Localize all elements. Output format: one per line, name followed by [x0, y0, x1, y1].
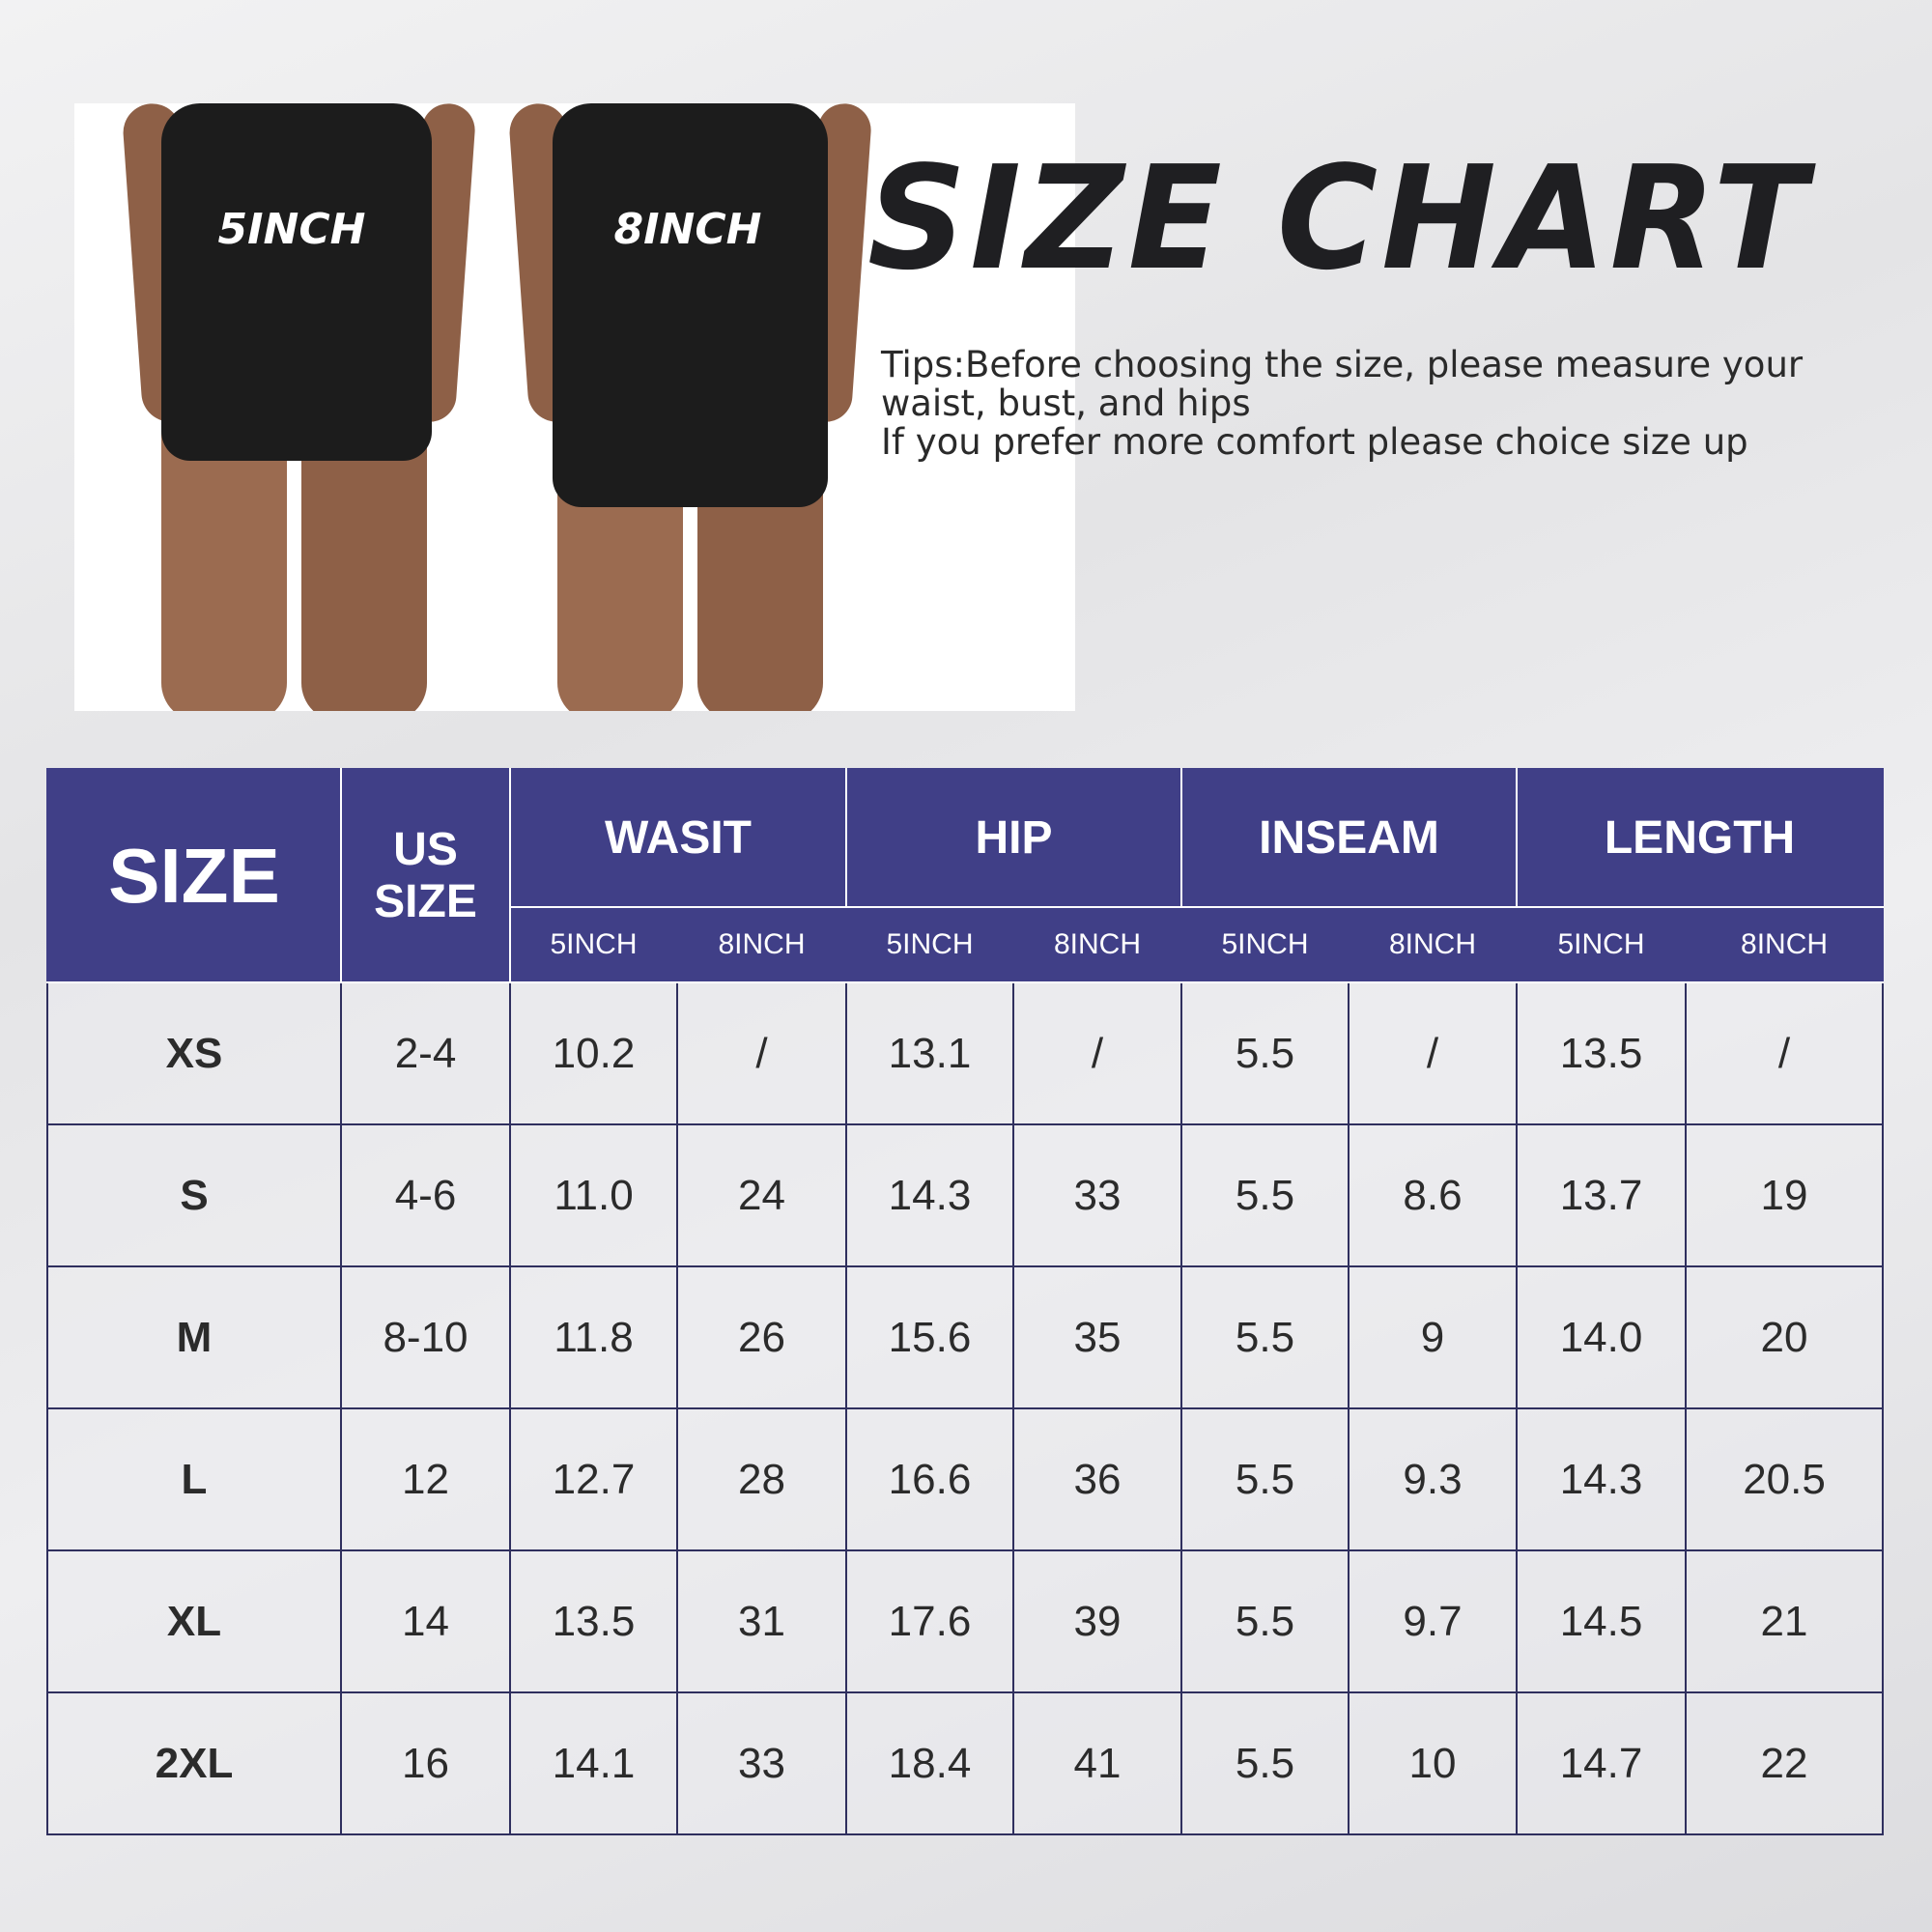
sub-header-5inch: 5INCH	[1180, 906, 1350, 983]
length-label-5inch: 5INCH	[217, 205, 366, 254]
table-cell: /	[1348, 981, 1519, 1125]
table-cell: 13.5	[1516, 981, 1688, 1125]
sub-header-8inch: 8INCH	[1685, 906, 1885, 983]
table-cell: 8-10	[340, 1265, 511, 1409]
table-cell: 13.7	[1516, 1123, 1688, 1267]
size-cell: XL	[46, 1549, 342, 1693]
table-cell: 41	[1011, 1691, 1183, 1835]
sub-header-5inch: 5INCH	[509, 906, 678, 983]
table-cell: 12.7	[509, 1407, 678, 1551]
table-cell: 9.3	[1348, 1407, 1519, 1551]
hip-header: HIP	[844, 768, 1183, 908]
us-size-header: US SIZE	[340, 768, 511, 983]
table-cell: 31	[676, 1549, 847, 1693]
length-header: LENGTH	[1516, 768, 1885, 908]
table-cell: 14.7	[1516, 1691, 1688, 1835]
table-cell: 5.5	[1180, 981, 1350, 1125]
size-cell: L	[46, 1407, 342, 1551]
table-row: 2XL 16 14.1 33 18.4 41 5.5 10 14.7 22	[46, 1691, 1885, 1835]
table-row: S 4-6 11.0 24 14.3 33 5.5 8.6 13.7 19	[46, 1123, 1885, 1267]
sub-header-5inch: 5INCH	[845, 906, 1014, 983]
tips-text: Tips:Before choosing the size, please me…	[881, 346, 1905, 462]
inseam-header: INSEAM	[1180, 768, 1519, 908]
table-cell: 33	[676, 1691, 847, 1835]
table-cell: 39	[1011, 1549, 1183, 1693]
table-cell: 10.2	[509, 981, 678, 1125]
size-header: SIZE	[46, 768, 342, 983]
table-cell: 19	[1685, 1123, 1885, 1267]
sub-header-8inch: 8INCH	[676, 906, 847, 983]
table-cell: 14.0	[1516, 1265, 1688, 1409]
table-cell: 5.5	[1180, 1265, 1350, 1409]
table-cell: /	[1685, 981, 1885, 1125]
table-cell: 14.1	[509, 1691, 678, 1835]
table-cell: 16.6	[845, 1407, 1014, 1551]
table-cell: 18.4	[845, 1691, 1014, 1835]
table-cell: 15.6	[845, 1265, 1014, 1409]
table-cell: 13.5	[509, 1549, 678, 1693]
table-cell: 36	[1011, 1407, 1183, 1551]
sub-header-8inch: 8INCH	[1348, 906, 1519, 983]
size-cell: S	[46, 1123, 342, 1267]
waist-header: WASIT	[509, 768, 847, 908]
table-cell: 17.6	[845, 1549, 1014, 1693]
table-cell: 5.5	[1180, 1549, 1350, 1693]
table-cell: /	[676, 981, 847, 1125]
table-cell: 12	[340, 1407, 511, 1551]
table-cell: 24	[676, 1123, 847, 1267]
table-cell: 20.5	[1685, 1407, 1885, 1551]
table-cell: 4-6	[340, 1123, 511, 1267]
table-cell: 28	[676, 1407, 847, 1551]
sub-header-5inch: 5INCH	[1516, 906, 1688, 983]
table-cell: 16	[340, 1691, 511, 1835]
size-cell: M	[46, 1265, 342, 1409]
table-cell: 5.5	[1180, 1407, 1350, 1551]
table-cell: 14.3	[845, 1123, 1014, 1267]
table-cell: 10	[1348, 1691, 1519, 1835]
table-cell: 14	[340, 1549, 511, 1693]
table-cell: 22	[1685, 1691, 1885, 1835]
table-cell: 9	[1348, 1265, 1519, 1409]
page-title: SIZE CHART	[867, 135, 1811, 301]
table-cell: 13.1	[845, 981, 1014, 1125]
size-table: SIZE US SIZE WASIT HIP INSEAM LENGTH 5INC…	[46, 768, 1885, 1835]
table-cell: 14.3	[1516, 1407, 1688, 1551]
table-cell: 35	[1011, 1265, 1183, 1409]
tips-line: Tips:Before choosing the size, please me…	[881, 344, 1804, 385]
table-row: XS 2-4 10.2/13.1/5.5/13.5/	[46, 981, 1885, 1125]
tips-line: waist, bust, and hips	[881, 383, 1251, 424]
model-8inch: 8INCH	[490, 103, 886, 711]
product-photo: 5INCH 8INCH	[74, 103, 1075, 711]
table-cell: 14.5	[1516, 1549, 1688, 1693]
table-cell: 33	[1011, 1123, 1183, 1267]
table-cell: 8.6	[1348, 1123, 1519, 1267]
model-5inch: 5INCH	[94, 103, 490, 711]
size-cell: 2XL	[46, 1691, 342, 1835]
table-cell: 5.5	[1180, 1123, 1350, 1267]
table-cell: 5.5	[1180, 1691, 1350, 1835]
table-cell: 26	[676, 1265, 847, 1409]
table-cell: 2-4	[340, 981, 511, 1125]
table-cell: /	[1011, 981, 1183, 1125]
length-label-8inch: 8INCH	[613, 205, 762, 254]
table-cell: 20	[1685, 1265, 1885, 1409]
table-row: XL 14 13.5 31 17.6 39 5.5 9.7 14.5 21	[46, 1549, 1885, 1693]
table-row: L 12 12.7 28 16.6 36 5.5 9.3 14.3 20.5	[46, 1407, 1885, 1551]
table-cell: 11.0	[509, 1123, 678, 1267]
table-cell: 9.7	[1348, 1549, 1519, 1693]
table-cell: 21	[1685, 1549, 1885, 1693]
size-cell: XS	[46, 981, 342, 1125]
sub-header-8inch: 8INCH	[1011, 906, 1183, 983]
table-row: M 8-10 11.8 26 15.6 35 5.5 9 14.0 20	[46, 1265, 1885, 1409]
tips-line: If you prefer more comfort please choice…	[881, 421, 1748, 463]
table-cell: 11.8	[509, 1265, 678, 1409]
